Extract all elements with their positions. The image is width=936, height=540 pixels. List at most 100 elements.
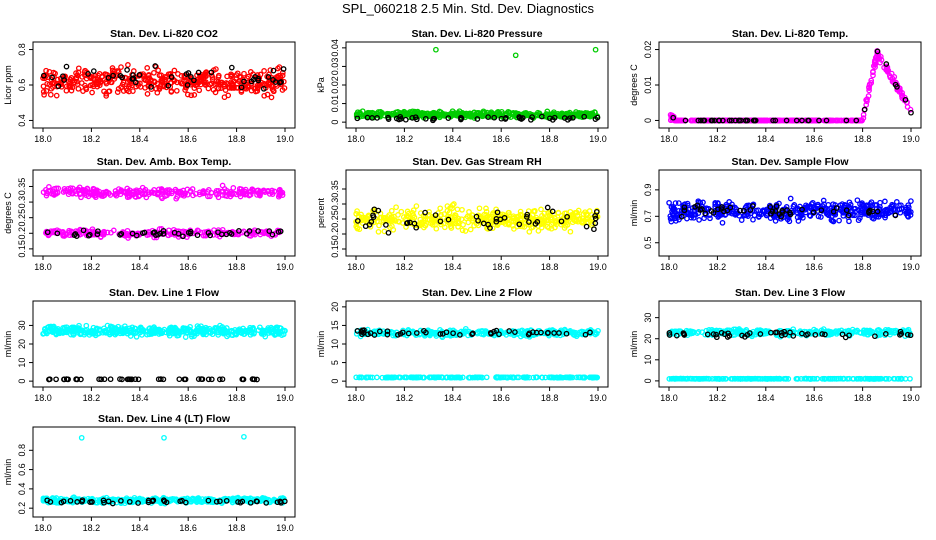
data-point: [682, 117, 689, 124]
data-point: [197, 81, 204, 88]
data-point: [375, 228, 382, 235]
data-point: [215, 74, 222, 80]
data-point: [708, 117, 715, 124]
data-point: [793, 117, 800, 124]
data-point: [58, 83, 65, 90]
data-point: [823, 117, 830, 124]
x-tick-label: 18.4: [757, 262, 775, 272]
data-point: [860, 111, 867, 118]
data-point: [431, 110, 437, 117]
data-point: [48, 85, 55, 92]
data-point: [458, 216, 465, 223]
y-tick-label: 0.2: [330, 228, 340, 241]
data-point: [110, 72, 116, 79]
data-point: [391, 213, 397, 220]
data-point: [544, 204, 551, 211]
y-tick-label: 15: [330, 320, 340, 330]
data-point: [191, 85, 198, 91]
data-point: [393, 115, 400, 122]
data-point: [547, 209, 553, 215]
data-point: [173, 87, 180, 94]
data-point: [168, 188, 175, 195]
x-tick-label: 19.0: [589, 393, 607, 403]
data-point: [264, 91, 271, 98]
data-point: [208, 69, 215, 76]
x-tick-label: 18.2: [83, 134, 101, 144]
data-point: [205, 229, 212, 236]
data-point: [136, 72, 143, 78]
data-point: [364, 114, 371, 121]
data-point: [485, 114, 491, 120]
data-point: [462, 228, 469, 234]
data-point: [506, 209, 512, 216]
plot-frame: [345, 300, 609, 388]
data-point: [246, 192, 253, 199]
x-tick-label: 18.0: [660, 134, 678, 144]
data-point: [107, 376, 114, 383]
data-point: [199, 190, 206, 197]
data-point: [265, 74, 272, 80]
data-point: [61, 77, 67, 83]
data-point: [783, 117, 790, 124]
data-point: [151, 69, 157, 76]
data-point: [269, 231, 276, 238]
x-tick-label: 18.2: [396, 262, 414, 272]
data-point: [445, 115, 452, 121]
x-tick-label: 18.0: [347, 262, 365, 272]
data-point: [117, 232, 123, 238]
data-point: [133, 187, 140, 194]
data-point: [573, 217, 580, 223]
data-point: [549, 208, 556, 215]
y-tick-label: 0.01: [643, 76, 653, 94]
data-point: [458, 115, 465, 122]
panel-title: Stan. Dev. Li-820 Temp.: [732, 28, 848, 40]
data-point: [418, 111, 425, 117]
data-point: [763, 117, 770, 124]
data-point: [272, 232, 279, 238]
data-point: [82, 67, 88, 74]
data-point: [413, 116, 420, 123]
data-point: [92, 73, 99, 79]
x-tick-label: 18.8: [854, 134, 872, 144]
data-point: [538, 206, 544, 213]
data-point: [248, 78, 255, 85]
data-point: [410, 207, 417, 214]
y-tick-label: 0.4: [17, 114, 27, 127]
x-tick-label: 18.6: [805, 134, 823, 144]
x-tick-label: 18.0: [347, 134, 365, 144]
data-point: [150, 230, 157, 236]
data-point: [176, 189, 183, 196]
data-point: [139, 230, 146, 236]
data-point: [522, 110, 528, 117]
data-point: [86, 189, 93, 196]
data-point: [888, 70, 895, 77]
data-point: [551, 111, 558, 118]
data-point: [52, 70, 58, 77]
data-point: [551, 214, 558, 221]
data-point: [184, 91, 191, 98]
data-point: [112, 191, 119, 198]
y-axis-label: ml/min: [629, 200, 639, 227]
data-point: [114, 68, 121, 74]
panel-title: Stan. Dev. Li-820 Pressure: [411, 28, 542, 40]
data-point: [171, 67, 178, 74]
data-point: [696, 217, 702, 223]
data-point: [266, 228, 273, 234]
x-tick-label: 18.8: [228, 134, 246, 144]
x-tick-label: 18.0: [34, 393, 52, 403]
data-point: [231, 231, 238, 238]
data-point: [770, 117, 776, 124]
data-point: [494, 209, 501, 216]
data-point: [234, 80, 241, 87]
data-point: [866, 87, 872, 94]
data-point: [214, 191, 220, 198]
data-point: [129, 76, 136, 82]
data-point: [529, 114, 535, 120]
panel-title: Stan. Dev. Line 1 Flow: [109, 287, 220, 299]
x-tick-label: 18.8: [854, 393, 872, 403]
y-axis-label: degrees C: [3, 192, 13, 234]
data-point: [360, 214, 367, 221]
